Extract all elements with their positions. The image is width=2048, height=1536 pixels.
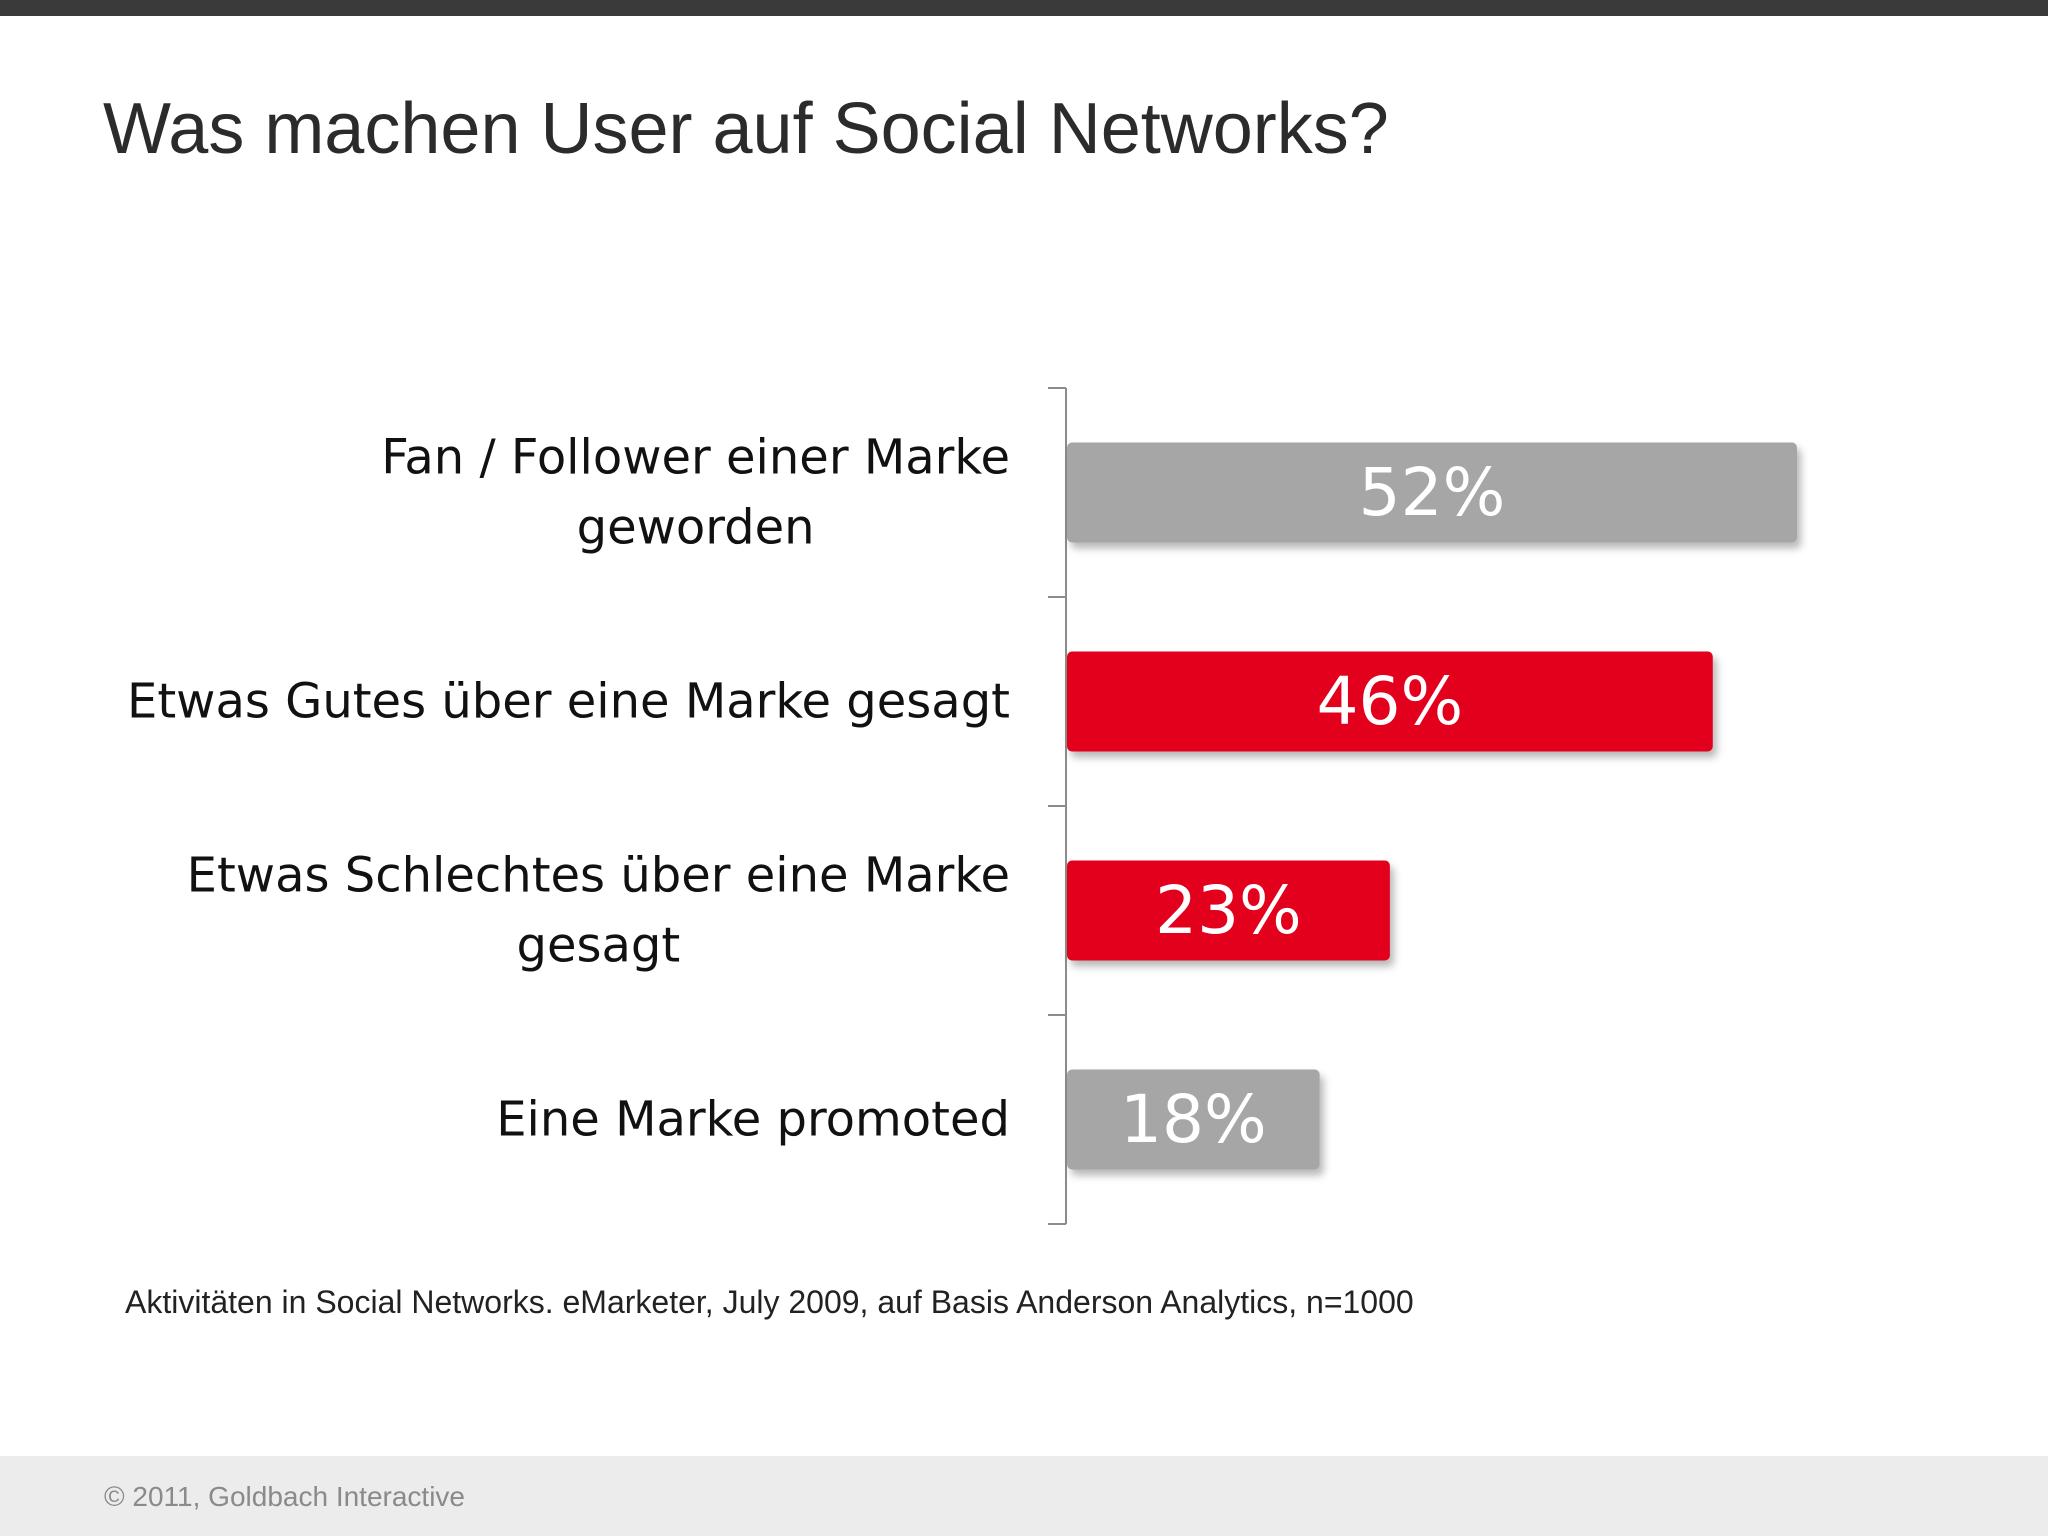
category-label-line: Etwas Schlechtes über eine Marke	[187, 848, 1010, 904]
bar-1	[1067, 442, 1797, 543]
bar-chart: 52% Fan / Follower einer Marke geworden 46%…	[127, 387, 1797, 1225]
bar-4	[1067, 1069, 1320, 1170]
category-label-line: Eine Marke promoted	[496, 1092, 1010, 1148]
bar-2	[1067, 651, 1713, 752]
footer-bar	[0, 1456, 2048, 1536]
category-label-line: gesagt	[516, 918, 680, 974]
value-label-4: 18%	[1120, 1081, 1267, 1158]
category-label-4: Eine Marke promoted	[496, 1092, 1010, 1148]
category-label-3: Etwas Schlechtes über eine Marke gesagt	[187, 848, 1010, 974]
value-label-2: 46%	[1317, 663, 1464, 740]
category-label-line: Etwas Gutes über eine Marke gesagt	[127, 674, 1010, 730]
value-label-1: 52%	[1359, 454, 1506, 531]
category-label-1: Fan / Follower einer Marke geworden	[381, 430, 1010, 556]
top-bar	[0, 0, 2048, 16]
bar-3	[1067, 860, 1390, 961]
category-label-2: Etwas Gutes über eine Marke gesagt	[127, 674, 1010, 730]
source-note: Aktivitäten in Social Networks. eMarkete…	[125, 1284, 1414, 1320]
value-label-3: 23%	[1155, 872, 1302, 949]
category-label-line: geworden	[577, 500, 815, 556]
category-label-line: Fan / Follower einer Marke	[381, 430, 1010, 486]
copyright-text: © 2011, Goldbach Interactive	[104, 1481, 465, 1512]
slide-title: Was machen User auf Social Networks?	[103, 89, 1389, 169]
